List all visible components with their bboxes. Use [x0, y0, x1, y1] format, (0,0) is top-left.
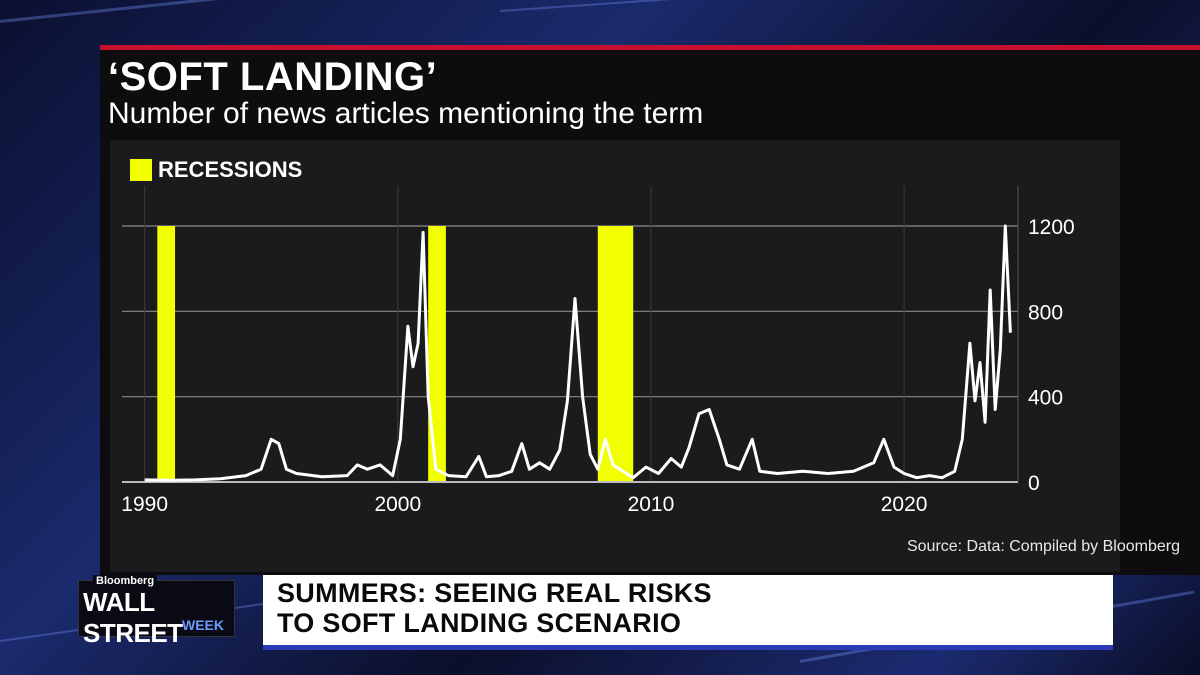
x-tick-label-2020: 2020: [881, 493, 928, 516]
logo-brand: Bloomberg: [93, 575, 158, 587]
logo-subtitle: WEEK: [182, 617, 224, 633]
accent-bar: [100, 45, 1200, 50]
show-logo: Bloomberg WALL STREET WEEK: [78, 575, 235, 648]
recession-band-2: [428, 226, 446, 482]
y-tick-label-800: 800: [1028, 301, 1063, 324]
legend: RECESSIONS: [130, 157, 302, 183]
logo-title: WALL STREET: [83, 587, 183, 648]
headline-banner: SUMMERS: SEEING REAL RISKS TO SOFT LANDI…: [263, 575, 1113, 650]
headline-line-1: SUMMERS: SEEING REAL RISKS: [277, 578, 712, 608]
chart-card: ‘SOFT LANDING’ Number of news articles m…: [100, 45, 1200, 575]
x-tick-label-1990: 1990: [121, 493, 168, 516]
y-tick-label-1200: 1200: [1028, 216, 1075, 239]
y-tick-label-0: 0: [1028, 472, 1040, 495]
legend-swatch-recessions: [130, 159, 152, 181]
chart-title: ‘SOFT LANDING’: [108, 55, 438, 99]
recession-band-3: [597, 226, 634, 482]
chart-subtitle: Number of news articles mentioning the t…: [108, 97, 704, 130]
chart-plot: 0 400 800 1200 1990 2000 2010 2020: [121, 186, 1075, 516]
recession-band-1: [157, 226, 176, 482]
x-tick-label-2000: 2000: [374, 493, 421, 516]
series-line-articles: [144, 224, 1012, 482]
y-tick-label-400: 400: [1028, 387, 1063, 410]
headline-line-2: TO SOFT LANDING SCENARIO: [277, 608, 682, 638]
source-note: Source: Data: Compiled by Bloomberg: [906, 538, 1180, 555]
x-tick-label-2010: 2010: [628, 493, 675, 516]
legend-label-recessions: RECESSIONS: [158, 157, 303, 182]
